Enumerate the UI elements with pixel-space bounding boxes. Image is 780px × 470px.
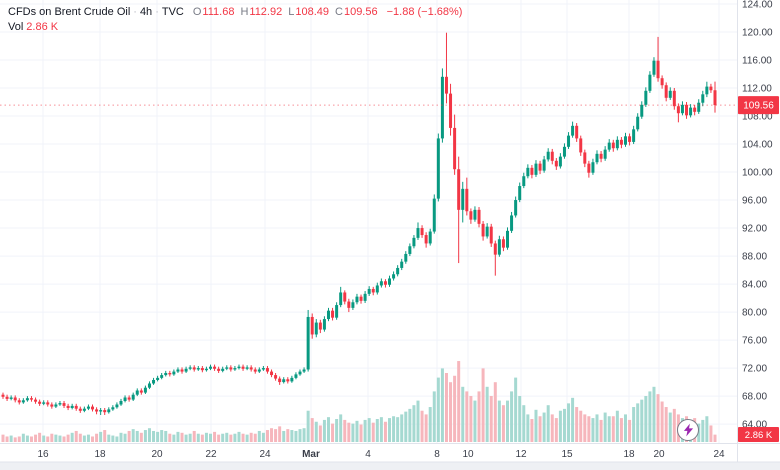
svg-text:20: 20 (653, 449, 665, 460)
change-value: −1.88 (−1.68%) (386, 6, 463, 18)
svg-text:112.00: 112.00 (742, 84, 772, 95)
svg-text:10: 10 (462, 449, 474, 460)
price-axis[interactable] (737, 0, 780, 470)
svg-text:100.00: 100.00 (742, 168, 773, 179)
svg-text:116.00: 116.00 (742, 56, 772, 67)
candlesticks (1, 32, 717, 415)
separator-dot: · (133, 6, 137, 18)
volume-bars (1, 361, 717, 442)
interval-label[interactable]: 4h (139, 6, 153, 18)
low-value: L108.49 (288, 6, 329, 18)
svg-text:8: 8 (434, 449, 440, 460)
svg-text:68.00: 68.00 (742, 392, 767, 403)
svg-text:84.00: 84.00 (742, 280, 767, 291)
bottom-strip (0, 462, 780, 470)
volume-badge: 2.86 K (738, 427, 779, 442)
svg-text:16: 16 (37, 449, 49, 460)
last-price-badge: 109.56 (738, 96, 779, 115)
grid-lines (0, 0, 737, 443)
high-value: H112.92 (240, 6, 283, 18)
volume-row: Vol 2.86 K (8, 20, 465, 34)
price-axis-labels[interactable]: 124.00 120.00 116.00 112.00 108.00 104.00 100.… (742, 0, 773, 431)
svg-text:88.00: 88.00 (742, 252, 767, 263)
svg-text:76.00: 76.00 (742, 336, 767, 347)
svg-text:24: 24 (259, 449, 271, 460)
svg-text:Mar: Mar (302, 449, 320, 460)
svg-text:64.00: 64.00 (742, 420, 767, 431)
svg-text:109.56: 109.56 (743, 101, 774, 112)
svg-text:20: 20 (151, 449, 163, 460)
separator-dot: · (155, 6, 159, 18)
volume-value: 2.86 K (26, 21, 59, 33)
svg-text:12: 12 (515, 449, 527, 460)
svg-text:80.00: 80.00 (742, 308, 767, 319)
svg-text:108.00: 108.00 (742, 112, 773, 123)
svg-text:104.00: 104.00 (742, 140, 773, 151)
svg-text:18: 18 (623, 449, 635, 460)
lightning-icon (683, 423, 693, 437)
svg-text:120.00: 120.00 (742, 28, 773, 39)
ohlc-values: O111.68 H112.92 L108.49 C109.56 (193, 5, 384, 19)
exchange-label[interactable]: TVC (161, 6, 184, 18)
open-value: O111.68 (192, 6, 235, 18)
svg-text:96.00: 96.00 (742, 196, 767, 207)
svg-text:24: 24 (713, 449, 725, 460)
svg-text:22: 22 (205, 449, 217, 460)
lightning-button[interactable] (677, 419, 699, 441)
symbol-row: CFDs on Brent Crude Oil · 4h · TVC O111.… (8, 5, 465, 19)
svg-text:2.86 K: 2.86 K (745, 430, 773, 441)
time-axis-labels[interactable]: 16 18 20 22 24 Mar 4 8 10 12 15 18 20 24 (37, 449, 725, 460)
chart-legend: CFDs on Brent Crude Oil · 4h · TVC O111.… (8, 5, 465, 34)
svg-text:15: 15 (561, 449, 573, 460)
svg-text:18: 18 (94, 449, 106, 460)
svg-text:124.00: 124.00 (742, 0, 773, 11)
symbol-title[interactable]: CFDs on Brent Crude Oil (8, 6, 131, 18)
svg-text:72.00: 72.00 (742, 364, 767, 375)
svg-text:92.00: 92.00 (742, 224, 767, 235)
svg-text:4: 4 (365, 449, 371, 460)
close-value: C109.56 (335, 6, 378, 18)
volume-label[interactable]: Vol (8, 21, 24, 33)
